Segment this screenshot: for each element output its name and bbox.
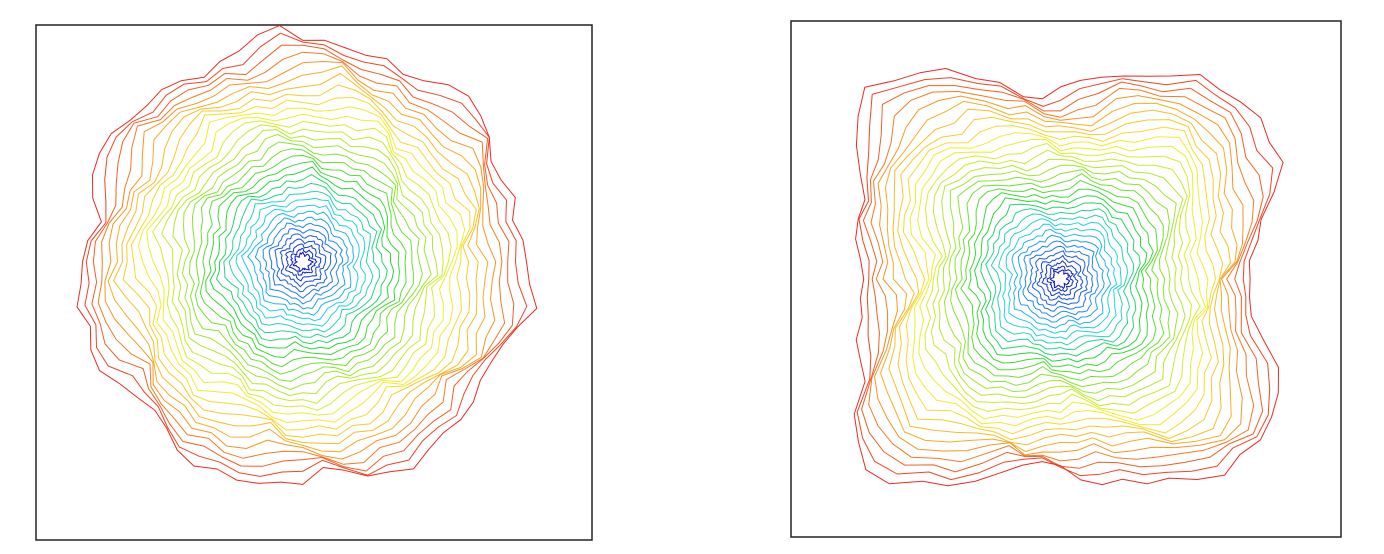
contour-line [274,233,332,293]
contour-line [853,68,1284,487]
contour-line [254,216,349,310]
contour-line [199,155,407,368]
contour-line [1017,234,1105,323]
contour-line [262,222,344,305]
contour-line [1032,250,1088,306]
contour-line [1011,228,1112,329]
contour-line [216,174,388,345]
contour-line [235,197,366,327]
contour-line [76,25,538,485]
plot-frame-left [35,24,593,541]
contour-line [113,73,480,445]
contour-line [188,141,423,382]
contour-line [888,108,1231,446]
contour-line [917,138,1206,421]
contour-line [172,129,439,396]
contour-line [205,161,400,359]
contour-line [130,97,471,431]
contour-line [924,143,1201,414]
contour-line [209,166,395,350]
contour-plot-left [35,24,593,541]
contour-line [284,243,322,282]
contour-line [1046,265,1074,293]
contour-line [930,149,1192,407]
contour-line [909,132,1209,427]
contour-line [194,148,414,375]
contour-lines-right [853,68,1284,487]
contour-line [950,169,1171,388]
contour-line [1005,223,1118,334]
contour-line [122,84,477,438]
contour-line [943,164,1179,394]
contour-line [181,134,432,390]
contour-line [861,81,1264,473]
contour-line [903,125,1216,435]
contour-line [1041,260,1079,296]
contour-line [247,210,355,316]
contour-line [107,65,489,453]
contour-line [279,238,327,288]
contour-plot-right [790,20,1342,538]
contour-line [104,61,497,460]
contour-line [1027,245,1094,312]
contour-line [268,228,338,299]
contour-line [97,51,506,465]
contour-line [880,100,1238,452]
contour-line [152,120,452,411]
contour-line [868,87,1255,463]
contour-line [938,158,1186,402]
contour-line [292,251,314,273]
contour-line [980,202,1141,357]
contour-line [954,173,1165,381]
contour-line [974,195,1148,363]
contour-line [1049,269,1071,289]
contour-line [874,95,1244,456]
contour-line [228,190,374,333]
contour-line [161,124,444,404]
contour-line [985,208,1135,351]
contour-line [289,247,318,276]
contour-line [146,113,458,416]
contour-line [856,77,1274,481]
contour-line [138,106,466,423]
contour-line [84,32,528,477]
contour-line [91,44,515,472]
contour-line [223,182,381,338]
contour-line [960,179,1158,375]
contour-lines-left [76,25,538,485]
contour-line [968,188,1154,369]
contour-line [998,218,1122,340]
contour-line [990,213,1128,346]
contour-line [897,116,1224,441]
contour-line [241,204,360,322]
contour-line [1036,255,1084,301]
contour-line [1022,240,1099,318]
